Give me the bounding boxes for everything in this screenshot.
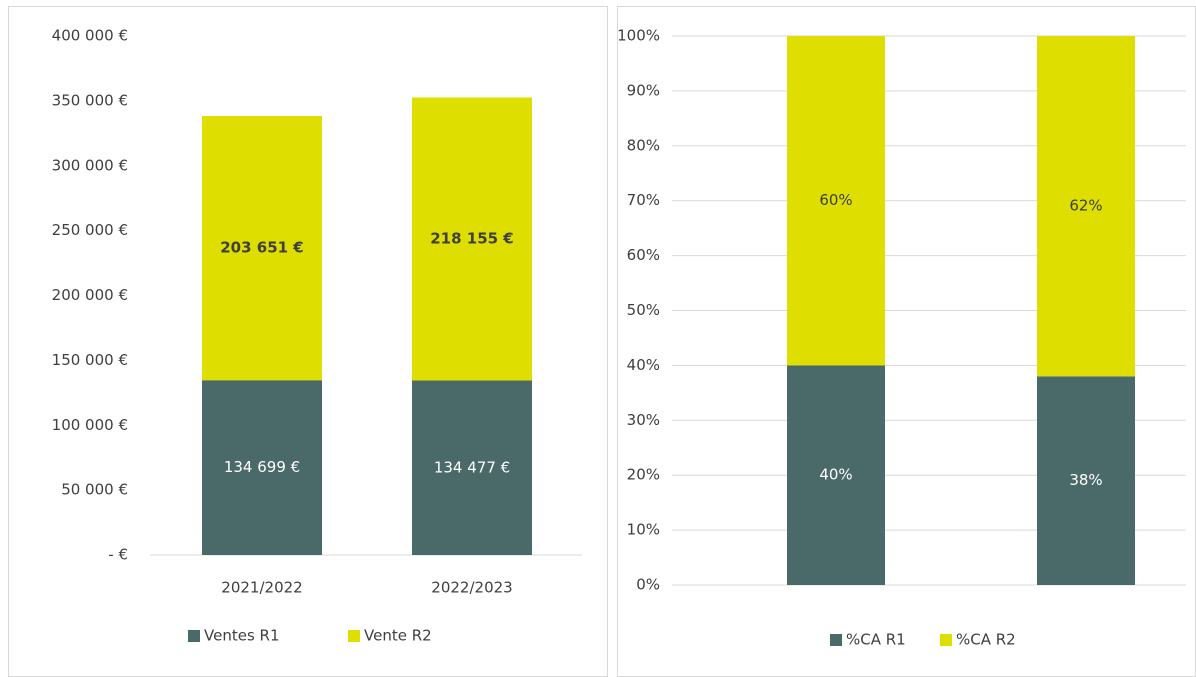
y-tick-label: 250 000 € <box>52 221 128 239</box>
legend-label: %CA R2 <box>956 631 1016 649</box>
y-tick-label: 100% <box>617 27 660 45</box>
data-label: 203 651 € <box>220 239 304 257</box>
y-tick-label: 50% <box>627 301 660 319</box>
bar-segment <box>787 36 885 366</box>
y-tick-label: 80% <box>627 136 660 154</box>
y-tick-label: 150 000 € <box>52 351 128 369</box>
legend-swatch <box>940 634 952 646</box>
y-tick-label: 70% <box>627 191 660 209</box>
bar-segment <box>1037 36 1135 377</box>
data-label: 38% <box>1069 471 1102 489</box>
legend-swatch <box>830 634 842 646</box>
bar-segment <box>202 115 322 381</box>
y-tick-label: 40% <box>627 356 660 374</box>
data-label: 134 699 € <box>224 458 300 476</box>
bar-segment <box>202 380 322 555</box>
x-tick-label: 2021/2022 <box>221 579 302 597</box>
y-tick-label: 30% <box>627 411 660 429</box>
y-tick-label: 20% <box>627 466 660 484</box>
data-label: 40% <box>819 466 852 484</box>
y-tick-label: 60% <box>627 246 660 264</box>
bar-segment <box>1037 376 1135 585</box>
bar-segment <box>412 97 532 381</box>
bar-segment <box>412 380 532 555</box>
y-tick-label: 10% <box>627 521 660 539</box>
y-tick-label: 200 000 € <box>52 286 128 304</box>
y-tick-label: 300 000 € <box>52 156 128 174</box>
x-tick-label: 2022/2023 <box>431 579 512 597</box>
legend-label: %CA R1 <box>846 631 906 649</box>
legend-label: Ventes R1 <box>204 627 280 645</box>
y-tick-label: 100 000 € <box>52 416 128 434</box>
y-tick-label: 350 000 € <box>52 91 128 109</box>
legend-swatch <box>188 630 200 642</box>
data-label: 134 477 € <box>434 458 510 476</box>
y-tick-label: 400 000 € <box>52 27 128 45</box>
y-tick-label: 50 000 € <box>61 481 128 499</box>
y-tick-label: 0% <box>636 576 660 594</box>
y-tick-label: 90% <box>627 81 660 99</box>
data-label: 218 155 € <box>430 229 514 247</box>
legend-swatch <box>348 630 360 642</box>
y-tick-label: - € <box>108 546 128 564</box>
legend-label: Vente R2 <box>364 627 432 645</box>
data-label: 62% <box>1069 197 1102 215</box>
data-label: 60% <box>819 191 852 209</box>
bar-segment <box>787 365 885 585</box>
